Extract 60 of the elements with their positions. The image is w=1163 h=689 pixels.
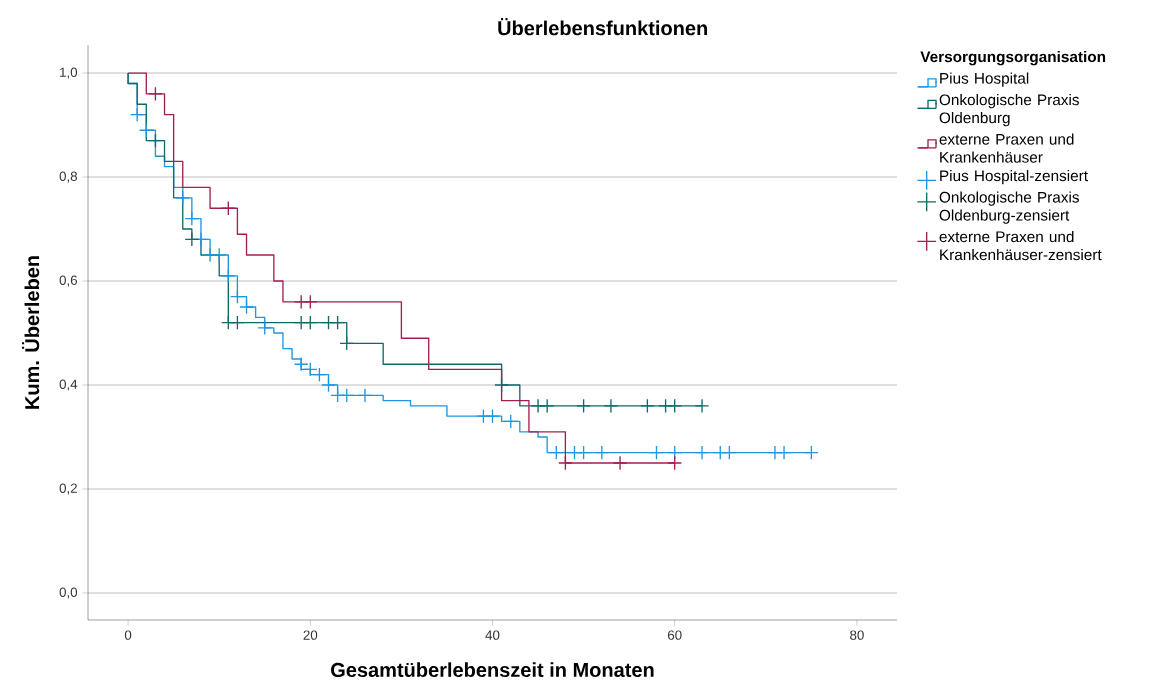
- point: [485, 408, 500, 424]
- point: [594, 445, 610, 460]
- point: [175, 190, 191, 206]
- point: [558, 455, 573, 471]
- y-tick-label: 0,6: [59, 275, 78, 287]
- legend-label: Pius Hospital-zensiert: [940, 169, 1088, 185]
- point: [494, 377, 509, 393]
- point: [576, 445, 591, 460]
- legend-label: externe Praxen und Krankenhäuser-zensiert: [939, 230, 1102, 261]
- point: [612, 455, 628, 471]
- x-tick-label: 20: [303, 630, 318, 640]
- point: [129, 107, 145, 122]
- y-axis-title: Kum. Überleben: [21, 256, 40, 409]
- point: [302, 315, 318, 330]
- point: [548, 445, 564, 460]
- point: [539, 398, 555, 414]
- y-tick-label: 0,8: [59, 171, 78, 183]
- point: [776, 445, 792, 460]
- point: [330, 315, 345, 330]
- point: [220, 268, 236, 284]
- legend-label: externe Praxen und Krankenhäuser: [939, 133, 1074, 163]
- point: [239, 299, 254, 315]
- point: [603, 398, 619, 414]
- point: [148, 86, 163, 102]
- point: [357, 388, 373, 403]
- point: [576, 398, 591, 414]
- chart-title: Überlebensfunktionen: [498, 18, 708, 36]
- y-tick-label: 1,0: [60, 67, 78, 79]
- point: [257, 320, 273, 336]
- legend-label: Pius Hospital: [940, 72, 1029, 87]
- y-tick-label: 0,2: [59, 483, 77, 495]
- x-tick-label: 60: [667, 630, 682, 640]
- point: [230, 315, 245, 330]
- point: [302, 294, 318, 310]
- x-tick-label: 40: [485, 630, 500, 640]
- point: [694, 398, 710, 414]
- point: [220, 200, 236, 216]
- point: [640, 398, 655, 414]
- point: [503, 414, 519, 429]
- point: [230, 289, 245, 304]
- point: [722, 445, 737, 460]
- point: [667, 455, 683, 471]
- x-tick-label: 0: [124, 630, 132, 640]
- legend-title: Versorgungsorganisation: [920, 50, 1106, 66]
- point: [339, 388, 355, 403]
- point: [667, 398, 683, 414]
- x-axis-title: Gesamtüberlebenszeit in Monaten: [331, 662, 654, 678]
- point: [184, 211, 200, 226]
- y-tick-label: 0,4: [59, 379, 78, 391]
- point: [339, 336, 355, 351]
- y-tick-label: 0,0: [59, 587, 78, 599]
- point: [184, 232, 200, 247]
- point: [649, 445, 664, 460]
- point: [148, 133, 163, 148]
- x-tick-label: 80: [850, 630, 864, 640]
- point: [138, 122, 154, 138]
- point: [321, 377, 336, 393]
- point: [694, 445, 710, 460]
- point: [211, 247, 227, 263]
- point: [804, 445, 819, 460]
